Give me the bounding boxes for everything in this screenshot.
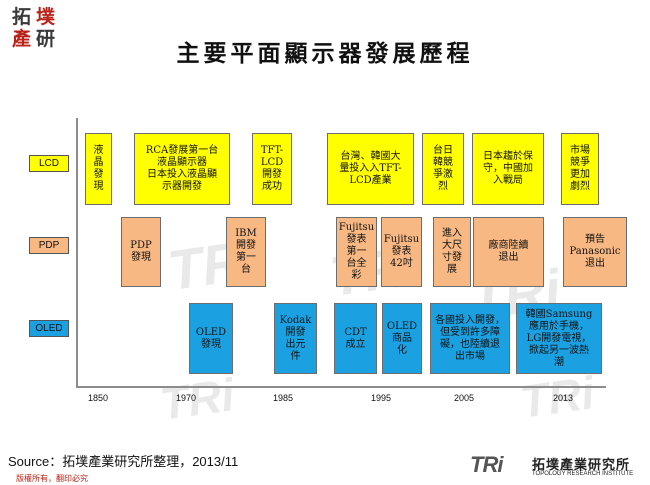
lcd-event-2: RCA發展第一台 液晶顯示器 日本投入液晶顯 示器開發 bbox=[134, 133, 230, 205]
oled-event-1: OLED 發現 bbox=[189, 303, 233, 374]
pdp-event-6: 廠商陸續 退出 bbox=[473, 217, 544, 287]
lcd-event-7: 市場 競爭 更加 劇烈 bbox=[561, 133, 599, 205]
pdp-event-1: PDP 發現 bbox=[121, 217, 161, 287]
lcd-event-5: 台日 韓競 爭激 烈 bbox=[422, 133, 464, 205]
logo-char-3: 產 bbox=[12, 28, 32, 50]
axis-tick-1985: 1985 bbox=[273, 393, 294, 403]
pdp-event-5: 進入 大尺 寸發 展 bbox=[433, 217, 471, 287]
pdp-event-3: Fujitsu 發表 第一 台全 彩 bbox=[336, 217, 377, 287]
logo-char-2: 墣 bbox=[36, 6, 56, 28]
axis-tick-2013: 2013 bbox=[553, 393, 574, 403]
oled-event-3: CDT 成立 bbox=[334, 303, 377, 374]
source-note: Source：拓墣產業研究所整理，2013/11 bbox=[8, 454, 239, 469]
page-title: 主要平面顯示器發展歷程 bbox=[176, 40, 474, 67]
axis-tick-1850: 1850 bbox=[88, 393, 109, 403]
pdp-event-2: IBM 開發 第一 台 bbox=[226, 217, 266, 287]
category-oled: OLED bbox=[29, 320, 69, 337]
brand-name-en: TOPOLOGY RESEARCH INSTITUTE bbox=[532, 471, 634, 477]
oled-event-6: 韓國Samsung 應用於手機， LG開發電視， 掀起另一波熱 潮 bbox=[516, 303, 602, 374]
brand-tri-mark: TRi bbox=[470, 452, 503, 477]
brand-name-zh: 拓墣產業研究所 bbox=[532, 458, 631, 473]
lcd-event-4: 台灣、韓國大 量投入入TFT- LCD產業 bbox=[327, 133, 414, 205]
logo-char-1: 拓 bbox=[12, 6, 32, 28]
category-lcd: LCD bbox=[29, 155, 69, 172]
pdp-event-7: 預告 Panasonic 退出 bbox=[563, 217, 627, 287]
x-axis-line bbox=[76, 386, 606, 388]
logo-char-4: 研 bbox=[36, 28, 56, 50]
pdp-event-4: Fujitsu 發表 42吋 bbox=[381, 217, 422, 287]
company-logo: 拓 墣 產 研 bbox=[6, 4, 64, 54]
axis-tick-2005: 2005 bbox=[454, 393, 475, 403]
y-axis-line bbox=[76, 118, 78, 388]
oled-event-4: OLED 商品 化 bbox=[382, 303, 422, 374]
watermark-4: TRi bbox=[156, 368, 238, 430]
axis-tick-1995: 1995 bbox=[371, 393, 392, 403]
lcd-event-1: 液 晶 發 現 bbox=[85, 133, 112, 205]
copyright-note: 版權所有，翻印必究 bbox=[16, 474, 88, 483]
lcd-event-3: TFT- LCD 開發 成功 bbox=[252, 133, 292, 205]
category-pdp: PDP bbox=[29, 237, 69, 254]
lcd-event-6: 日本趨於保 守，中國加 入戰局 bbox=[472, 133, 544, 205]
brand-logo: TRi 拓墣產業研究所 TOPOLOGY RESEARCH INSTITUTE bbox=[470, 452, 646, 482]
axis-tick-1970: 1970 bbox=[176, 393, 197, 403]
oled-event-2: Kodak 開發 出元 件 bbox=[274, 303, 317, 374]
oled-event-5: 各國投入開發， 但受到許多障 礙，也陸續退 出市場 bbox=[430, 303, 510, 374]
